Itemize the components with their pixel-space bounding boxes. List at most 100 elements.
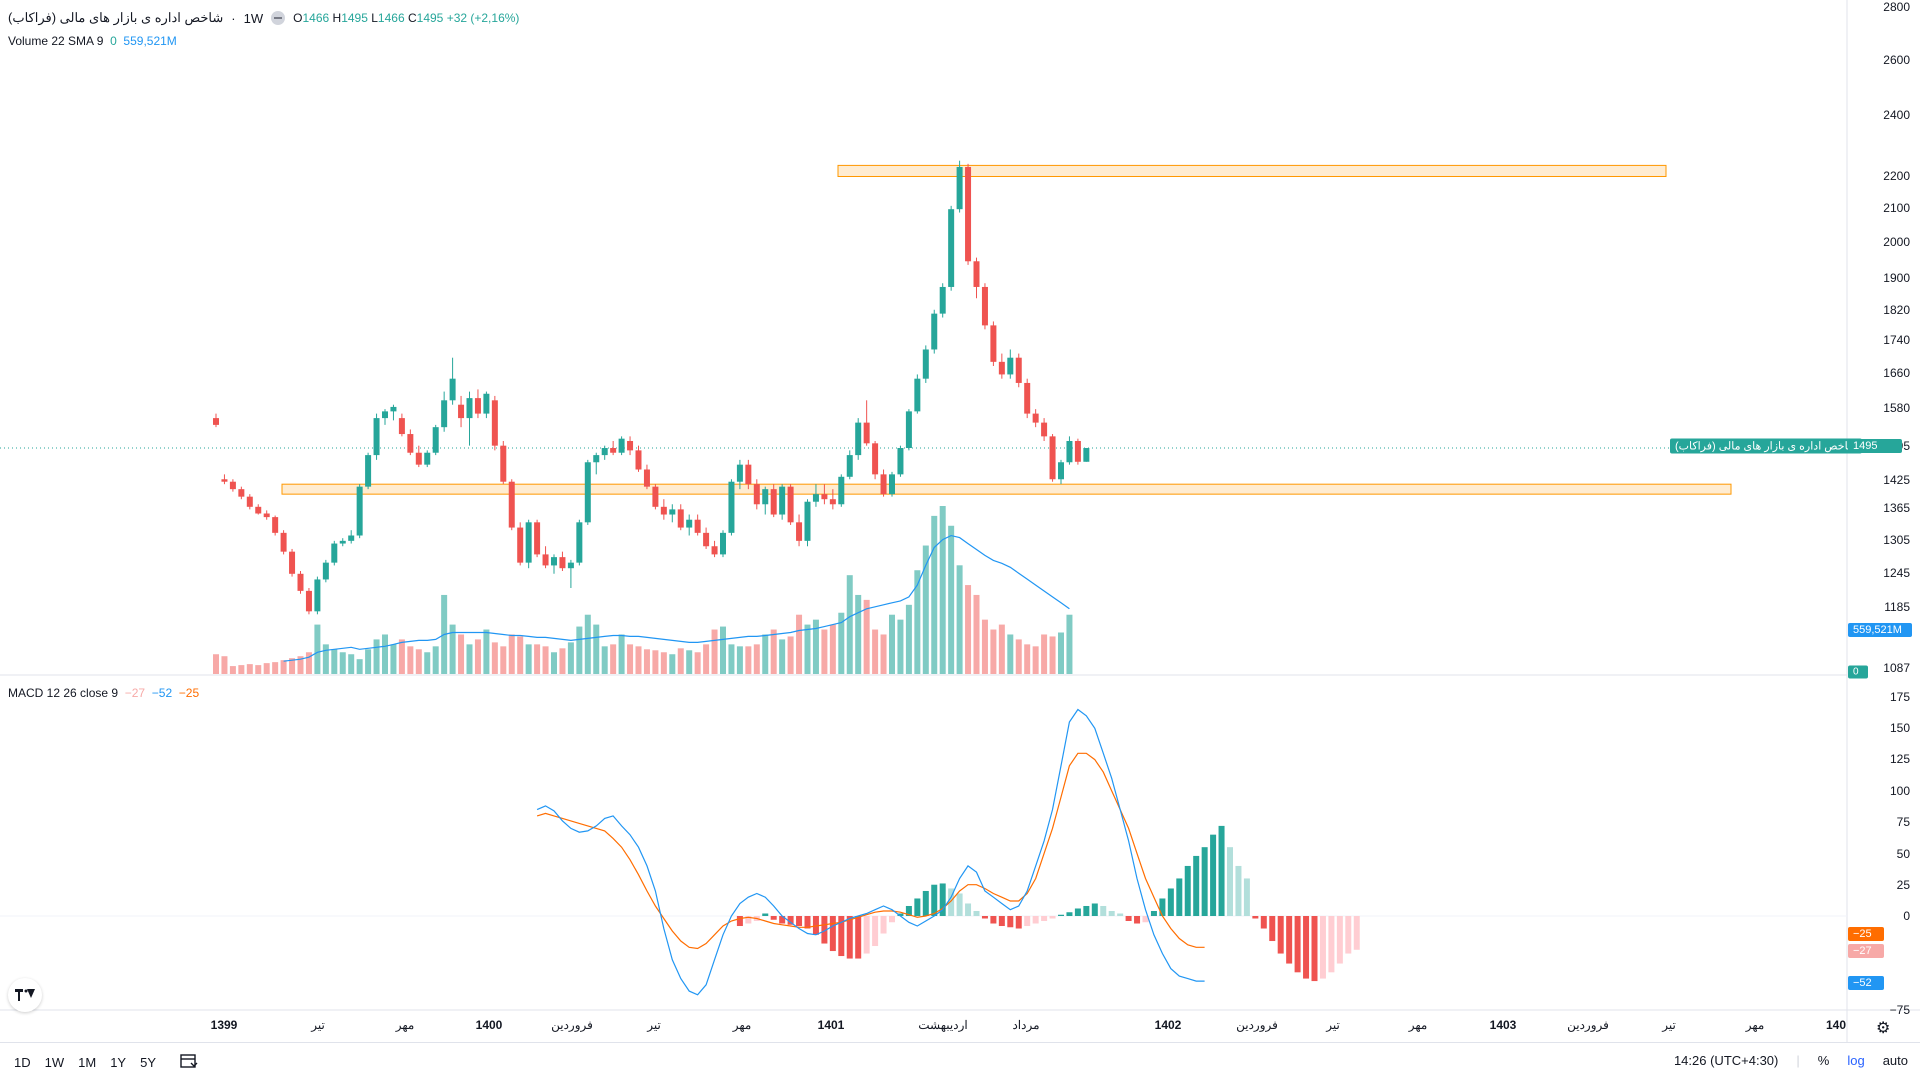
interval-label[interactable]: 1W: [243, 10, 264, 26]
symbol-title[interactable]: شاخص اداره ی بازار های مالی (فراکاب): [8, 10, 224, 25]
volume-bar: [356, 659, 363, 674]
volume-bar: [711, 629, 718, 674]
time-axis-tick: 1402: [1154, 1018, 1182, 1032]
chart-canvas[interactable]: [0, 0, 1920, 1042]
candle-body: [787, 486, 794, 523]
macd-histogram-bar: [779, 916, 786, 924]
timeframe-button-1y[interactable]: 1Y: [110, 1054, 127, 1070]
candle-body: [669, 509, 676, 515]
volume-bar: [796, 614, 803, 674]
macd-histogram-bar: [1235, 865, 1242, 916]
volume-bar: [500, 646, 507, 674]
time-axis-tick: مرداد: [1012, 1018, 1040, 1032]
macd-histogram-bar: [973, 910, 980, 916]
candle-body: [559, 557, 566, 569]
price-axis-tick: 1425: [1883, 473, 1910, 487]
macd-histogram-bar: [1007, 916, 1014, 928]
candle-body: [1024, 382, 1031, 414]
close-label: C: [407, 11, 417, 25]
macd-histogram-bar: [838, 916, 845, 957]
macd-label[interactable]: MACD 12 26 close 9: [8, 686, 119, 700]
timeframe-button-1w[interactable]: 1W: [44, 1054, 65, 1070]
macd-hist-value: −27: [124, 686, 146, 700]
price-zone-2: [281, 483, 1732, 495]
auto-toggle[interactable]: auto: [1882, 1053, 1908, 1068]
macd-histogram-bar: [1353, 916, 1360, 950]
low-value: 1466: [377, 11, 405, 25]
volume-bar: [297, 656, 304, 674]
date-range-icon[interactable]: [180, 1053, 198, 1072]
macd-histogram-bar: [1286, 916, 1293, 964]
candle-body: [272, 517, 279, 533]
candle-body: [348, 535, 355, 541]
macd-axis-tick: 150: [1889, 721, 1910, 735]
volume-bar: [956, 565, 963, 674]
candle-body: [458, 404, 465, 419]
timeframe-button-1m[interactable]: 1M: [78, 1054, 97, 1070]
volume-bar: [415, 649, 422, 674]
macd-histogram-bar: [1100, 905, 1107, 916]
candle-body: [415, 452, 422, 465]
volume-bar: [348, 654, 355, 674]
candle-body: [939, 286, 946, 314]
macd-histogram-bar: [1269, 916, 1276, 942]
candle-body: [728, 481, 735, 533]
candle-body: [897, 448, 904, 475]
tradingview-logo-icon[interactable]: [8, 978, 42, 1012]
candle-body: [694, 519, 701, 533]
candle-body: [246, 496, 253, 507]
chart-borders: [0, 0, 1920, 1042]
volume-label[interactable]: Volume 22 SMA 9: [8, 34, 104, 48]
volume-bar: [677, 648, 684, 674]
candle-body: [965, 166, 972, 262]
candle-body: [1066, 440, 1073, 463]
log-toggle[interactable]: log: [1847, 1053, 1865, 1068]
volume-bar: [812, 619, 819, 674]
collapse-toggle-icon[interactable]: [271, 11, 286, 25]
macd-histogram-bar: [1117, 913, 1124, 916]
open-label: O: [293, 11, 303, 25]
volume-bar: [889, 614, 895, 674]
high-value: 1495: [341, 11, 368, 25]
macd-series: [0, 708, 1847, 996]
volume-bar: [770, 629, 777, 674]
timeframe-button-1d[interactable]: 1D: [14, 1054, 31, 1070]
candle-body: [441, 400, 448, 428]
volume-zero-tag: 0: [1848, 665, 1868, 679]
macd-histogram-bar: [1108, 910, 1115, 916]
macd-histogram-bar: [965, 903, 972, 916]
candle-body: [322, 562, 329, 580]
volume-bar: [424, 652, 431, 674]
volume-bar: [1007, 634, 1014, 674]
macd-histogram-bar: [880, 916, 887, 934]
macd-histogram-bar: [1311, 916, 1318, 982]
volume-bar: [272, 662, 279, 674]
price-axis-tick: 1660: [1883, 366, 1910, 380]
volume-bar: [804, 624, 811, 674]
candle-body: [356, 486, 363, 536]
price-axis-tick: 1740: [1883, 333, 1910, 347]
macd-histogram-bar: [1210, 834, 1217, 916]
volume-bar: [221, 656, 228, 674]
price-axis-tick: 2400: [1883, 108, 1910, 122]
macd-signal-tag: −25: [1848, 927, 1884, 941]
percent-toggle[interactable]: %: [1817, 1053, 1830, 1068]
candle-body: [863, 422, 870, 444]
volume-bar: [736, 646, 743, 674]
volume-sma-value: 559,521M: [123, 34, 177, 48]
candle-body: [610, 448, 617, 453]
time-axis-tick: 140: [1825, 1018, 1847, 1032]
volume-bar: [990, 629, 997, 674]
timeframe-button-5y[interactable]: 5Y: [140, 1054, 156, 1070]
candle-body: [1058, 462, 1064, 480]
clock-label[interactable]: 14:26 (UTC+4:30): [1673, 1053, 1779, 1068]
settings-gear-icon[interactable]: ⚙: [1876, 1020, 1891, 1037]
volume-bar: [1066, 614, 1073, 674]
macd-histogram-bar: [1252, 916, 1259, 919]
candle-body: [1032, 413, 1039, 423]
candle-body: [627, 440, 634, 451]
macd-histogram-bar: [1176, 878, 1183, 916]
macd-line-value: −52: [151, 686, 173, 700]
candle-body: [238, 489, 245, 497]
macd-histogram-bar: [1167, 888, 1174, 916]
